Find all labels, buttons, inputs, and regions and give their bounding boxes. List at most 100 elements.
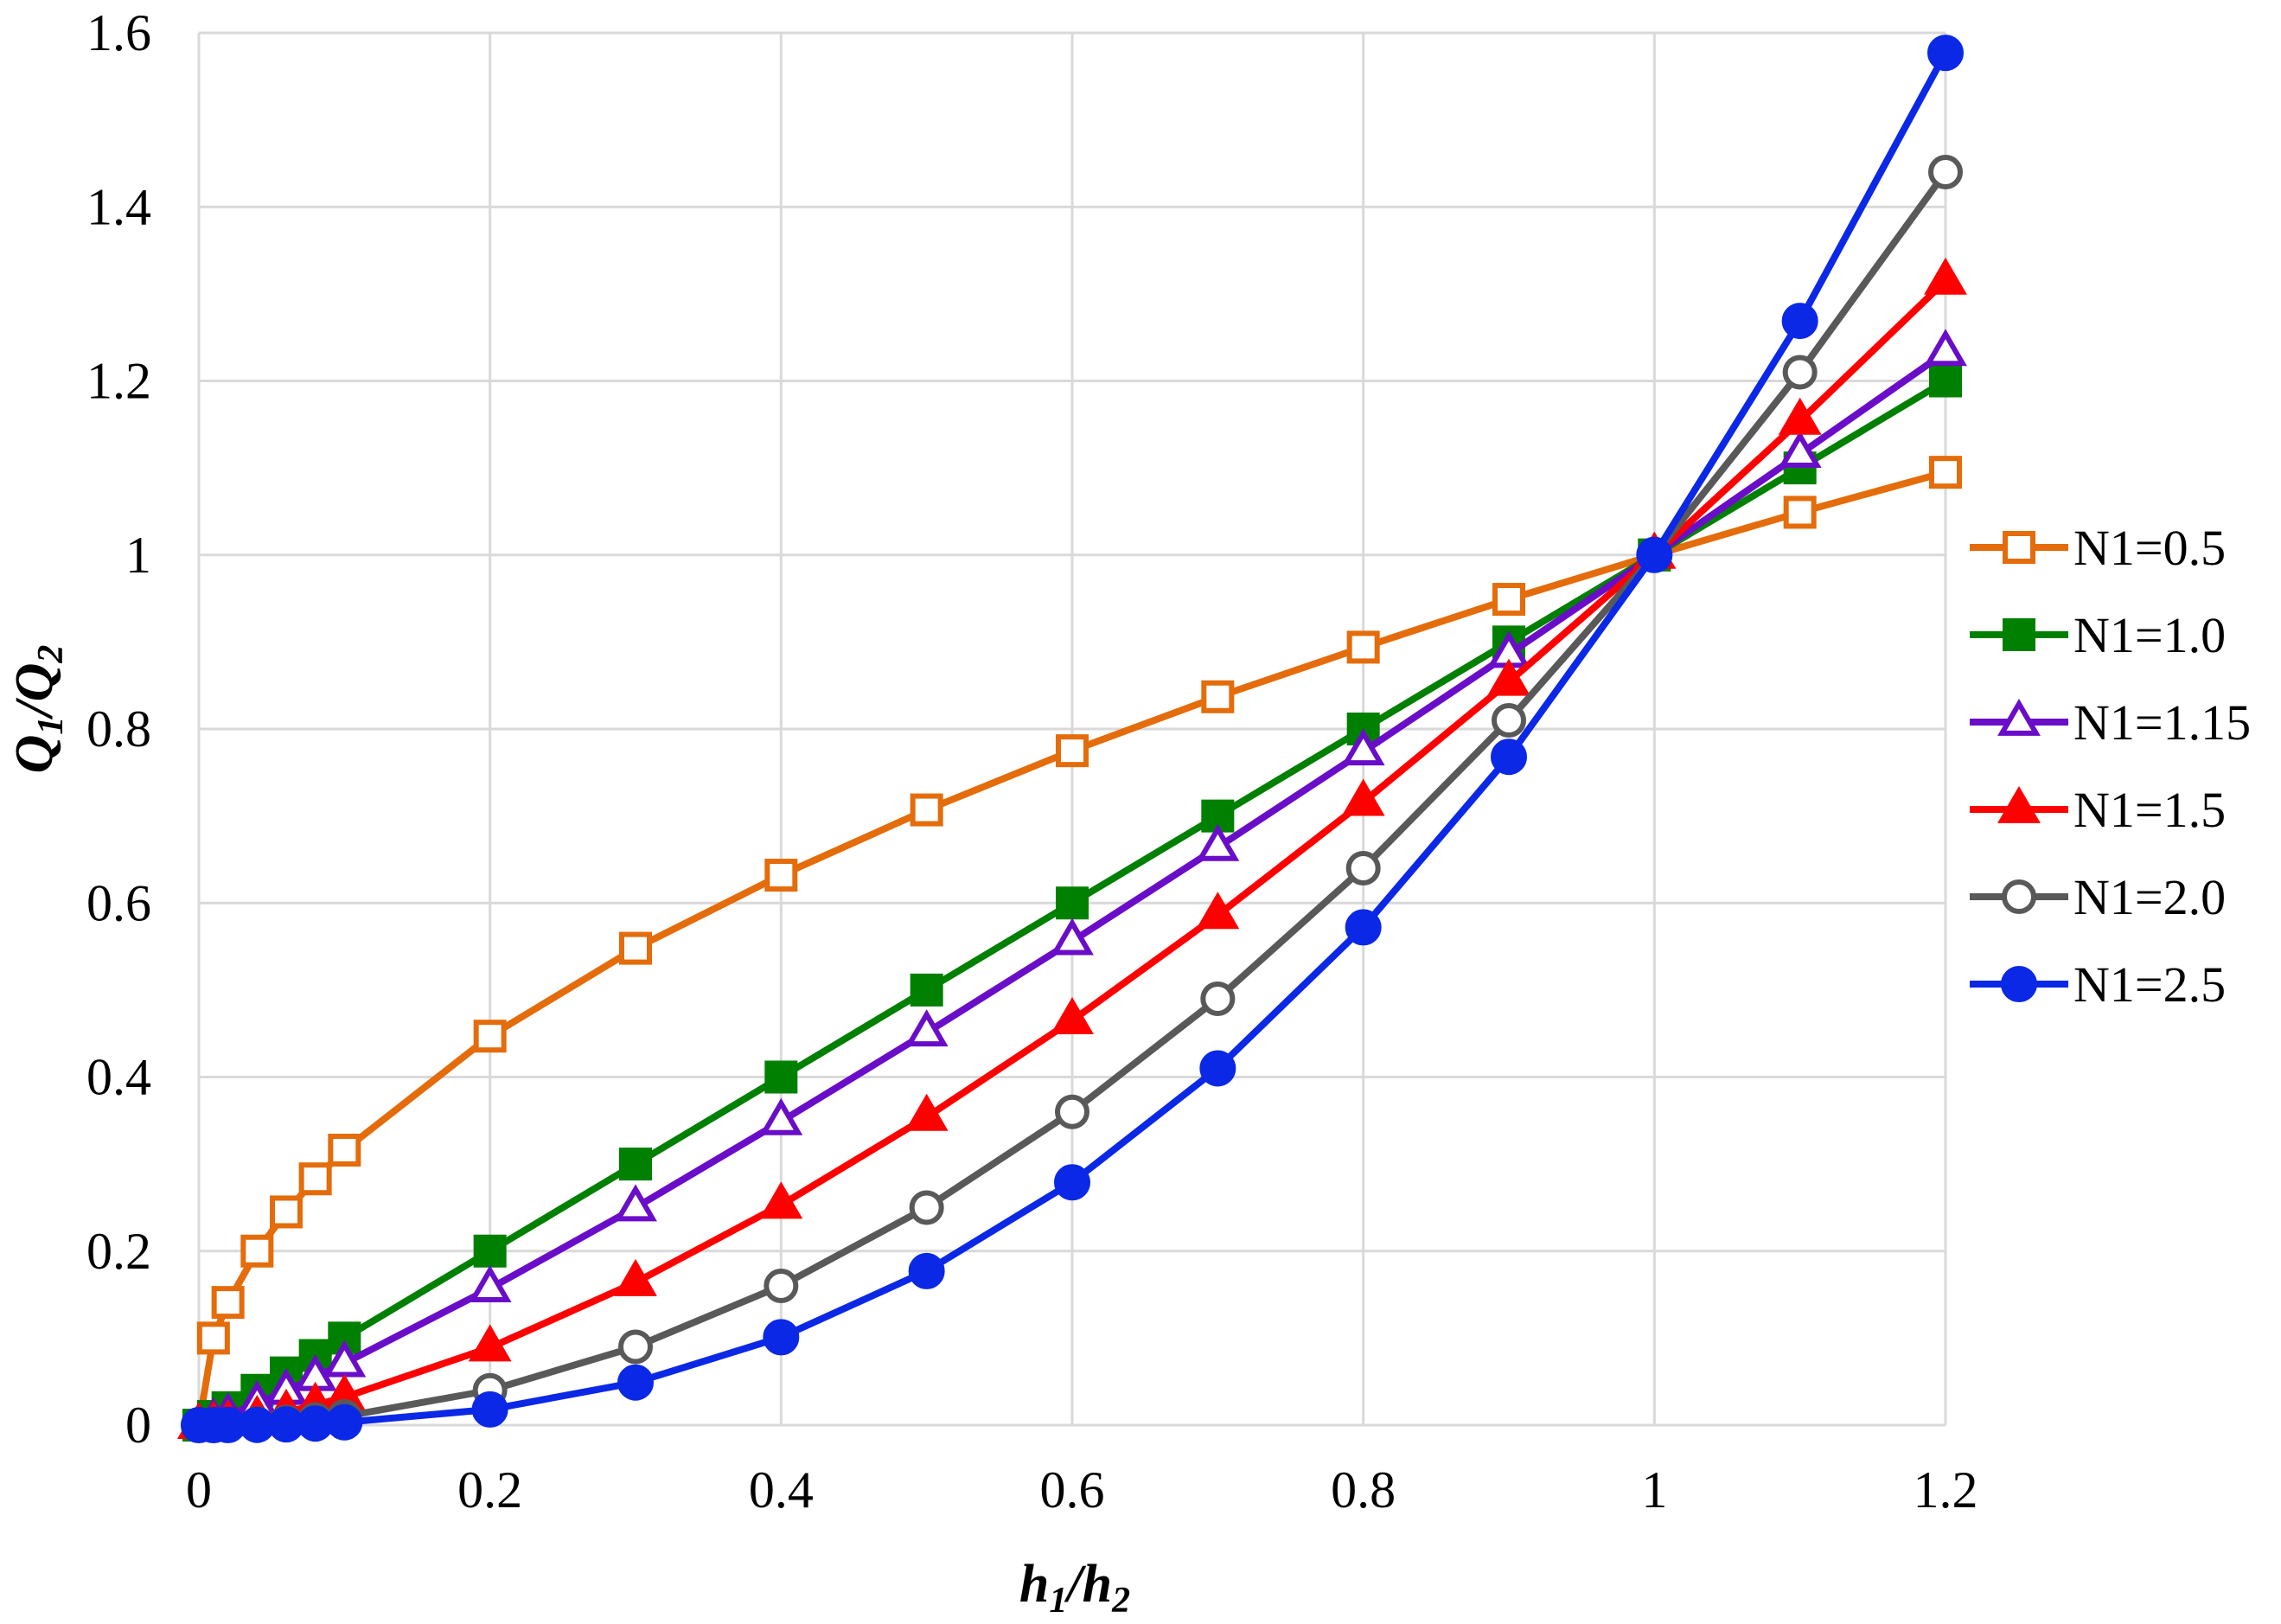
data-point	[1051, 997, 1094, 1035]
data-point	[1051, 917, 1094, 956]
data-point	[1345, 909, 1382, 946]
data-point	[468, 1264, 512, 1302]
data-point	[618, 1329, 653, 1365]
data-point	[1196, 892, 1240, 930]
data-point	[1778, 397, 1822, 435]
x-tick-label: 0.6	[1040, 1461, 1105, 1519]
data-point	[1782, 355, 1818, 390]
data-point	[239, 1406, 276, 1443]
data-point	[1778, 430, 1822, 468]
y-axis-title: Q1/Q2	[5, 645, 71, 774]
y-tick-label: 0.8	[86, 700, 151, 758]
data-point	[1056, 734, 1089, 768]
x-tick-label: 0.2	[457, 1461, 522, 1519]
data-point	[1929, 456, 1962, 489]
legend-marker	[2003, 531, 2035, 564]
y-tick-label: 0	[125, 1397, 151, 1454]
series-group	[177, 35, 1967, 1443]
data-point	[910, 973, 943, 1007]
series-n1-2-5	[181, 35, 1964, 1443]
legend-label: N1=1.5	[2073, 782, 2226, 838]
data-point	[471, 1391, 508, 1428]
data-point	[1781, 303, 1818, 340]
legend-item: N1=2.0	[1970, 869, 2226, 925]
legend: N1=0.5 N1=1.0 N1=1.15 N1=1.5 N1=2.0 N1=2.5	[1970, 520, 2251, 1013]
legend-marker	[1997, 785, 2041, 823]
data-point	[1056, 886, 1089, 920]
data-point	[209, 1406, 246, 1443]
legend-marker	[2001, 966, 2037, 1002]
data-point	[908, 1252, 945, 1289]
data-point	[617, 1364, 654, 1401]
data-point	[759, 1181, 803, 1219]
data-point	[619, 1148, 652, 1181]
data-point	[240, 1234, 274, 1268]
data-point	[270, 1195, 303, 1229]
data-point	[1346, 630, 1380, 664]
legend-label: N1=2.0	[2073, 869, 2226, 925]
data-point	[764, 859, 798, 892]
y-axis-ticks: 0 0.2 0.4 0.6 0.8 1 1.2 1.4 1.6	[86, 4, 151, 1454]
x-axis-title: h1/h2	[1019, 1555, 1130, 1621]
data-point	[1055, 1094, 1089, 1129]
data-point	[196, 1321, 230, 1355]
data-point	[268, 1406, 304, 1443]
x-tick-label: 0	[186, 1461, 212, 1519]
legend-label: N1=0.5	[2073, 520, 2226, 576]
data-point	[763, 1319, 800, 1356]
data-point	[1929, 364, 1962, 398]
data-point	[297, 1405, 334, 1442]
x-tick-label: 0.4	[749, 1461, 814, 1519]
data-point	[1200, 981, 1236, 1016]
legend-item: N1=0.5	[1970, 520, 2226, 576]
data-point	[614, 1258, 657, 1296]
y-tick-label: 0.2	[86, 1223, 151, 1280]
data-point	[1928, 155, 1963, 189]
data-point	[473, 1234, 507, 1268]
data-point	[298, 1162, 332, 1196]
data-point	[1924, 329, 1967, 367]
legend-item: N1=2.5	[1970, 956, 2226, 1013]
x-tick-label: 0.8	[1331, 1461, 1396, 1519]
legend-marker	[2002, 879, 2036, 914]
legend-item: N1=1.15	[1970, 694, 2251, 751]
data-point	[1636, 536, 1673, 573]
x-tick-label: 1.2	[1914, 1461, 1978, 1519]
data-point	[473, 1020, 507, 1053]
y-tick-label: 0.6	[86, 874, 151, 931]
y-tick-label: 0.4	[86, 1049, 151, 1106]
data-point	[1783, 496, 1817, 529]
x-axis-ticks: 0 0.2 0.4 0.6 0.8 1 1.2	[186, 1461, 1978, 1519]
grid	[197, 31, 1947, 1427]
legend-marker	[2003, 618, 2035, 651]
legend-item: N1=1.5	[1970, 782, 2226, 838]
legend-item: N1=1.0	[1970, 607, 2226, 663]
data-point	[1492, 583, 1525, 617]
data-point	[1927, 35, 1964, 72]
data-point	[764, 1269, 799, 1303]
data-point	[1487, 658, 1530, 696]
legend-label: N1=1.15	[2073, 694, 2251, 751]
data-point	[614, 1184, 657, 1222]
data-point	[1201, 680, 1235, 713]
data-point	[1345, 851, 1381, 886]
data-point	[468, 1324, 512, 1362]
y-tick-label: 1.6	[86, 4, 151, 61]
data-point	[619, 931, 652, 965]
data-point	[211, 1286, 245, 1320]
data-point	[1199, 1050, 1236, 1087]
y-tick-label: 1	[125, 527, 151, 584]
data-point	[1924, 257, 1967, 295]
data-point	[328, 1134, 361, 1167]
data-point	[904, 1093, 949, 1131]
data-point	[1491, 738, 1527, 776]
data-point	[1196, 823, 1240, 861]
data-point	[910, 793, 943, 827]
data-point	[1054, 1164, 1090, 1201]
data-point	[1341, 778, 1385, 816]
data-point	[759, 1097, 803, 1135]
data-point	[909, 1190, 944, 1225]
legend-label: N1=1.0	[2073, 607, 2226, 663]
data-point	[1492, 702, 1526, 738]
